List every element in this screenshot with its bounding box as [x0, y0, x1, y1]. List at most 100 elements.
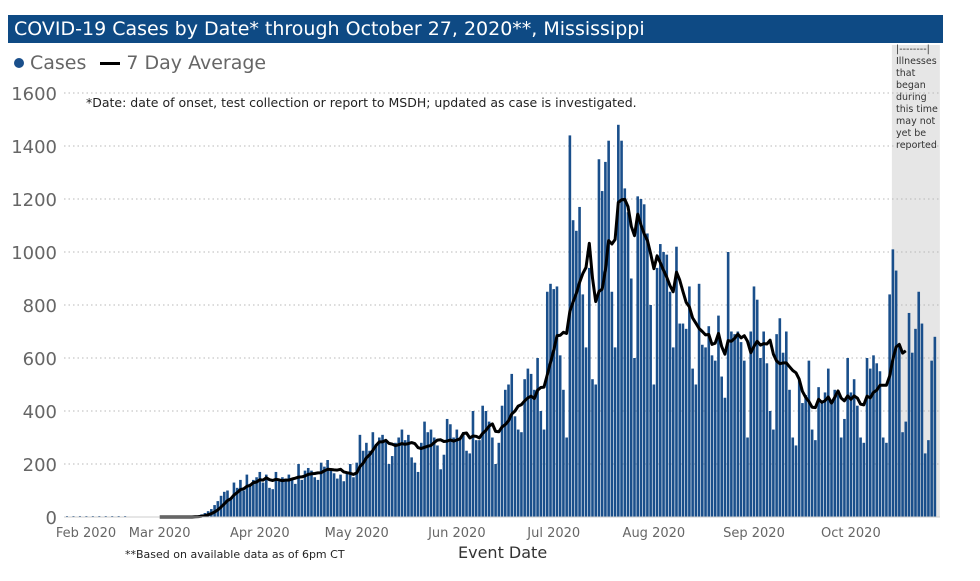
bar — [565, 437, 568, 517]
bar — [510, 373, 514, 517]
bar — [252, 479, 255, 517]
bar — [833, 389, 837, 517]
bar — [474, 440, 478, 517]
bar — [303, 470, 307, 517]
bar — [762, 331, 765, 517]
bar — [655, 267, 659, 517]
bar — [400, 429, 404, 517]
bar — [694, 384, 698, 517]
bar — [891, 249, 895, 517]
bar — [526, 368, 530, 517]
bar — [671, 347, 675, 517]
bar — [226, 490, 229, 517]
bar — [846, 358, 849, 517]
bar — [684, 328, 688, 517]
date-footnote: *Date: date of onset, test collection or… — [86, 95, 637, 110]
bar — [914, 328, 917, 517]
bar — [339, 474, 342, 517]
bar — [836, 395, 840, 517]
bar — [345, 471, 349, 517]
bar — [791, 437, 795, 517]
bar — [739, 342, 743, 517]
bar — [420, 442, 423, 517]
bar — [555, 286, 559, 517]
x-tick-label: Apr 2020 — [230, 526, 290, 541]
bar — [804, 395, 807, 517]
bar — [755, 299, 759, 517]
bar — [348, 464, 352, 517]
bar — [264, 474, 268, 517]
bar — [633, 358, 636, 517]
bar — [439, 469, 442, 517]
bar — [239, 479, 242, 517]
bar — [691, 368, 694, 517]
bar — [248, 483, 252, 517]
bar — [839, 437, 843, 517]
bar — [284, 478, 287, 517]
bar — [581, 294, 585, 517]
bar — [642, 204, 646, 518]
bar — [281, 477, 284, 517]
x-tick-label: Sep 2020 — [723, 526, 785, 541]
bar — [830, 403, 833, 517]
bar — [413, 462, 417, 517]
bar — [481, 405, 484, 517]
bar — [587, 267, 591, 517]
bar — [868, 368, 872, 517]
bar — [646, 233, 649, 517]
bar — [665, 254, 669, 517]
bar — [461, 432, 465, 517]
bar — [290, 479, 294, 517]
bar — [765, 363, 769, 517]
bar — [423, 421, 426, 517]
bar — [617, 124, 620, 518]
bar — [652, 384, 656, 517]
bar — [885, 442, 888, 517]
y-tick-label: 400 — [23, 402, 57, 423]
bar — [852, 379, 856, 517]
bar — [859, 437, 862, 517]
bar — [355, 462, 358, 517]
bar — [688, 286, 691, 517]
bar — [701, 344, 704, 517]
bar — [923, 453, 927, 517]
bar — [717, 315, 720, 517]
bar — [888, 294, 891, 517]
bar — [568, 135, 572, 517]
bar — [649, 305, 652, 517]
bar — [407, 434, 410, 517]
chart-title: COVID-19 Cases by Date* through October … — [8, 15, 943, 43]
bar — [894, 270, 898, 517]
bar — [478, 440, 481, 517]
bar — [458, 437, 462, 517]
bar — [933, 336, 937, 517]
bar — [261, 482, 265, 517]
basis-footnote: **Based on available data as of 6pm CT — [125, 548, 345, 561]
bar — [387, 464, 391, 517]
y-tick-label: 200 — [23, 455, 57, 476]
bar — [917, 291, 921, 517]
legend: Cases 7 Day Average — [14, 52, 266, 74]
bar — [746, 437, 749, 517]
y-tick-label: 1600 — [11, 84, 57, 105]
x-tick-label: Jul 2020 — [526, 526, 580, 541]
bar — [381, 434, 384, 517]
bar — [365, 442, 368, 517]
bar — [552, 289, 556, 517]
x-tick-label: Aug 2020 — [623, 526, 686, 541]
bar — [336, 478, 339, 517]
bar — [930, 360, 933, 517]
bar — [487, 421, 491, 517]
bar — [759, 358, 762, 517]
bar — [707, 326, 711, 517]
bar — [442, 454, 446, 517]
bar — [445, 418, 449, 517]
bar — [520, 432, 523, 517]
bar — [432, 437, 436, 517]
bar — [306, 467, 310, 517]
bar — [881, 437, 885, 517]
bar — [533, 389, 536, 517]
bar — [471, 411, 475, 517]
average-legend-marker — [100, 61, 121, 65]
